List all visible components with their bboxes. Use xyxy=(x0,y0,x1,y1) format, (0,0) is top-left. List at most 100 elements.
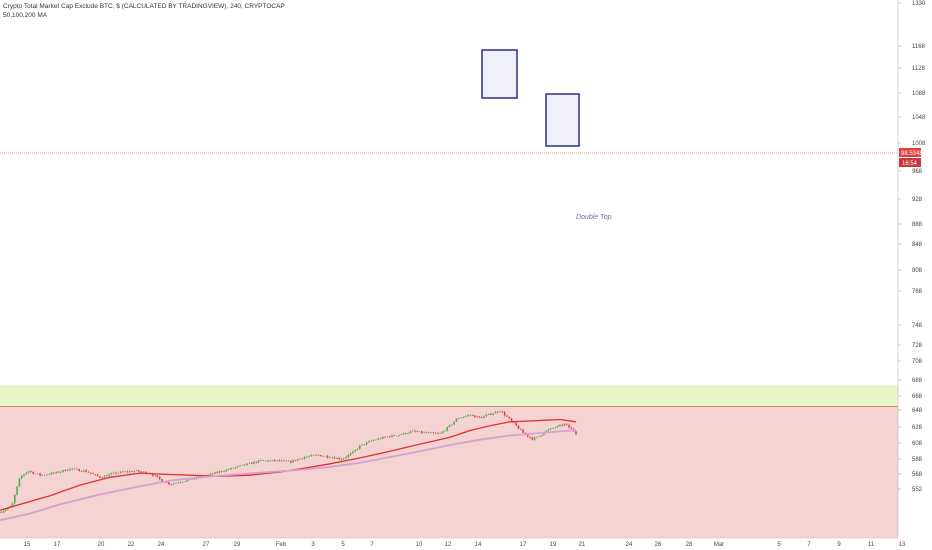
candle-body xyxy=(62,470,64,472)
candle xyxy=(414,429,416,433)
candle-body xyxy=(154,475,156,477)
candle-body xyxy=(262,460,264,461)
x-tick-label: 11 xyxy=(868,542,875,548)
candle-body xyxy=(253,461,255,464)
candle xyxy=(559,423,561,427)
candle xyxy=(133,470,136,473)
candle-body xyxy=(276,460,278,462)
candle-body xyxy=(531,437,534,440)
candle xyxy=(117,472,120,474)
candle xyxy=(87,470,90,473)
candle-body xyxy=(184,481,186,482)
candle xyxy=(64,469,67,472)
candle xyxy=(25,472,28,475)
x-tick-label: 29 xyxy=(234,542,241,548)
candle xyxy=(110,472,113,476)
candle-body xyxy=(16,486,18,495)
candle xyxy=(324,455,327,457)
ma-layer xyxy=(0,418,577,522)
candle xyxy=(170,483,172,486)
candle-body xyxy=(508,416,511,419)
candle-body xyxy=(540,435,543,437)
candle-body xyxy=(34,473,37,475)
x-tick-label: 10 xyxy=(416,542,423,548)
y-tick-label: 1128 xyxy=(912,66,926,72)
candle xyxy=(156,475,159,478)
candle xyxy=(515,422,517,426)
candle-body xyxy=(352,451,354,454)
candle-body xyxy=(430,432,432,434)
candle-body xyxy=(536,436,538,438)
candle-body xyxy=(133,471,136,472)
candle xyxy=(368,440,370,443)
candle-body xyxy=(506,415,508,417)
candle xyxy=(271,459,274,462)
candle-body xyxy=(313,455,315,456)
candle-body xyxy=(451,424,453,426)
candle-body xyxy=(78,469,80,472)
candle xyxy=(384,436,386,438)
candle xyxy=(115,471,117,475)
candle xyxy=(361,444,363,446)
candle-body xyxy=(112,472,115,474)
candle-body xyxy=(549,428,552,430)
candle-body xyxy=(296,459,299,461)
candle xyxy=(342,457,345,460)
y-tick-label: 1088 xyxy=(912,91,926,97)
candle xyxy=(370,440,373,442)
candle xyxy=(478,416,481,418)
candle-body xyxy=(317,454,320,456)
candle-body xyxy=(110,473,113,475)
candle-body xyxy=(244,464,246,466)
x-tick-label: Mar xyxy=(714,542,724,548)
candle-body xyxy=(471,415,474,416)
candle-body xyxy=(306,456,308,458)
candle-body xyxy=(225,469,228,472)
candle xyxy=(218,470,221,474)
candle-body xyxy=(497,411,499,413)
candle xyxy=(467,414,469,418)
candle xyxy=(283,459,285,462)
candle xyxy=(11,502,14,507)
candle xyxy=(177,481,179,485)
candle-body xyxy=(375,439,377,441)
candle xyxy=(345,455,347,460)
candle xyxy=(237,465,239,469)
candle-body xyxy=(211,473,214,475)
x-tick-label: 20 xyxy=(98,542,105,548)
candle-body xyxy=(398,435,400,436)
candle-body xyxy=(50,472,53,475)
candle xyxy=(37,473,39,475)
candle-body xyxy=(446,426,448,431)
candle-body xyxy=(264,460,267,462)
candle xyxy=(225,468,228,473)
candle-body xyxy=(510,418,513,422)
candle xyxy=(78,468,80,472)
candle-body xyxy=(464,416,467,417)
candle-body xyxy=(303,457,306,459)
candle xyxy=(285,460,287,462)
candle-body xyxy=(119,471,122,473)
candle-body xyxy=(568,424,570,428)
candle-body xyxy=(457,418,460,419)
candle-body xyxy=(414,430,416,432)
candle xyxy=(347,454,350,459)
candle xyxy=(16,486,18,496)
y-tick-label: 588 xyxy=(912,457,923,463)
candle xyxy=(391,434,393,438)
candle xyxy=(250,461,253,464)
candle xyxy=(119,470,122,474)
candle-body xyxy=(329,457,331,459)
candle-body xyxy=(338,457,340,460)
candle xyxy=(446,426,448,432)
candle xyxy=(296,459,299,462)
candle-body xyxy=(108,474,110,477)
resistance-zone xyxy=(0,385,898,407)
candle xyxy=(566,423,568,426)
candle-body xyxy=(165,482,168,483)
ma50-line xyxy=(0,418,577,511)
candle xyxy=(354,449,356,453)
candle-body xyxy=(543,433,545,436)
candle-body xyxy=(563,423,566,426)
